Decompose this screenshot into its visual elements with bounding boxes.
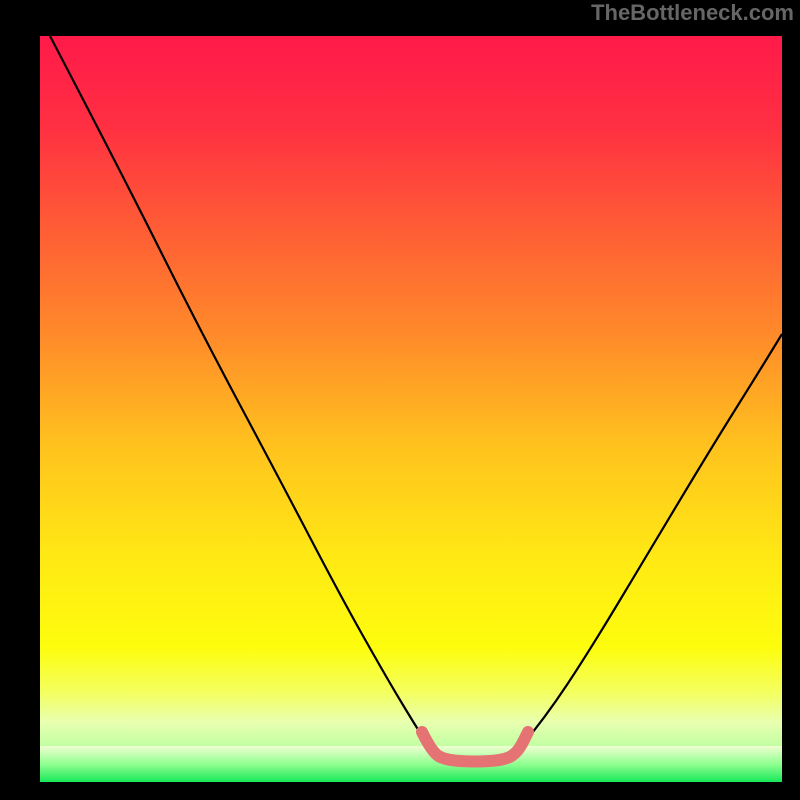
left-curve: [50, 36, 430, 748]
valley-highlight: [422, 732, 528, 762]
border-right: [782, 0, 800, 800]
border-left: [0, 0, 40, 800]
curve-layer: [0, 0, 800, 800]
right-curve: [520, 334, 782, 748]
border-bottom: [0, 782, 800, 800]
chart-container: TheBottleneck.com: [0, 0, 800, 800]
watermark-text: TheBottleneck.com: [591, 0, 794, 26]
